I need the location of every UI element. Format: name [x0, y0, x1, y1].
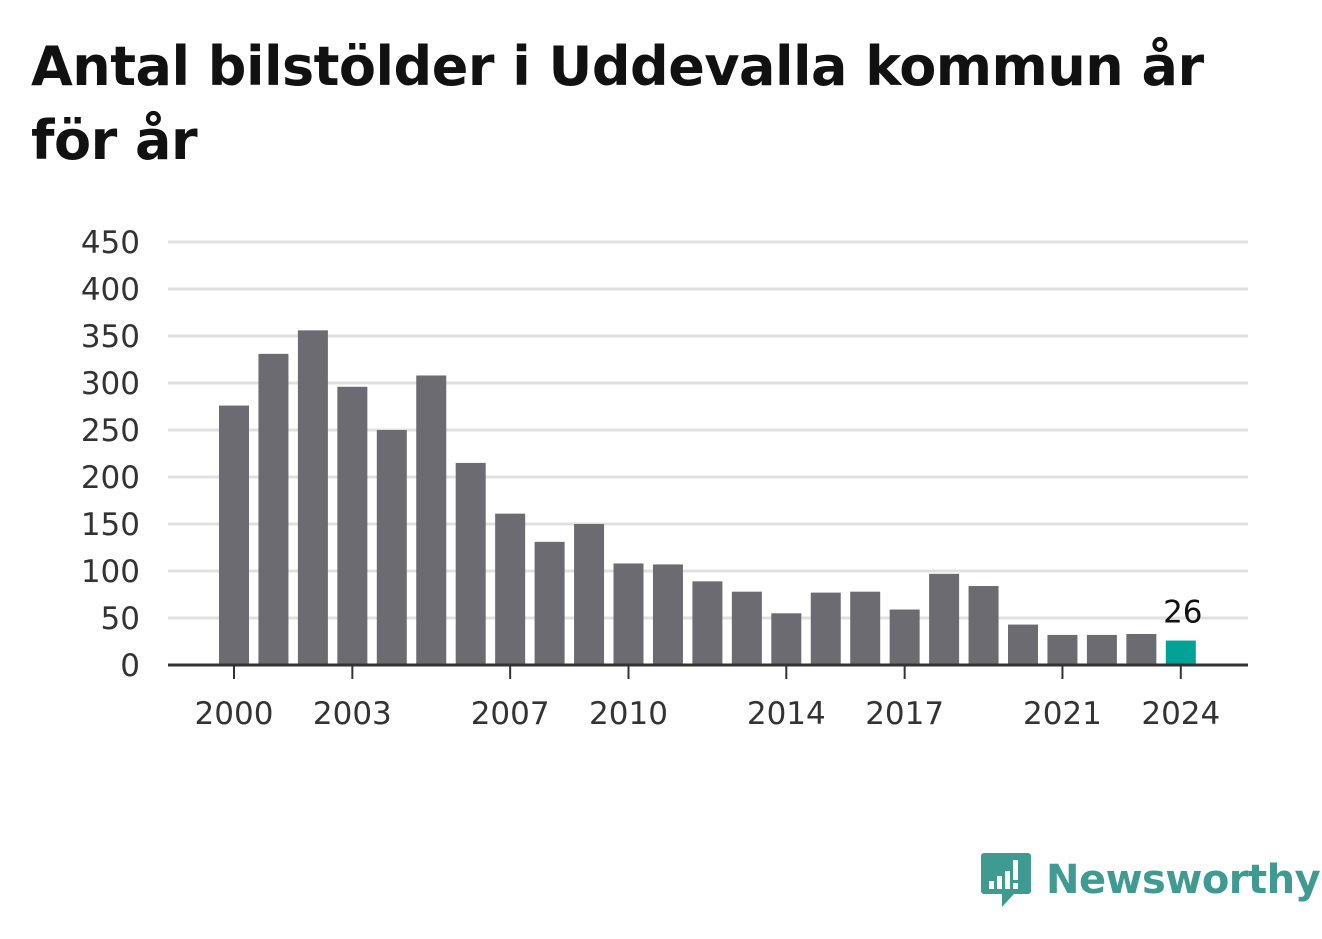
bar-2021 [1047, 634, 1078, 665]
bar-2019 [968, 586, 999, 665]
y-axis-ticks: 0 50 100 150 200 250 300 350 400 450 [81, 225, 140, 684]
bar-2018 [929, 573, 960, 665]
bar-2013 [731, 591, 762, 665]
bar-2005 [416, 375, 447, 665]
y-tick-label: 450 [81, 225, 140, 261]
bar-2009 [574, 524, 605, 665]
bar-2004 [376, 430, 407, 665]
y-tick-label: 300 [81, 366, 140, 402]
x-tick-label: 2003 [313, 696, 392, 732]
bar-2000 [219, 405, 249, 665]
bar-2024 [1165, 640, 1196, 665]
y-tick-label: 50 [101, 601, 140, 637]
bar-2002 [297, 330, 328, 665]
newsworthy-logo-icon [981, 853, 1031, 907]
y-tick-label: 200 [81, 460, 140, 496]
grid-lines [168, 240, 1248, 620]
x-tick-label: 2007 [471, 696, 550, 732]
bar-2001 [258, 353, 289, 665]
bar-2014 [771, 613, 802, 665]
y-tick-label: 400 [81, 272, 140, 308]
x-tick-label: 2000 [195, 696, 274, 732]
data-label-2024: 26 [1163, 595, 1202, 631]
bar-2008 [534, 541, 565, 665]
bar-2011 [652, 564, 683, 665]
x-tick-label: 2024 [1141, 696, 1220, 732]
x-tick-label: 2021 [1023, 696, 1102, 732]
bar-2003 [337, 386, 368, 665]
bar-2022 [1086, 634, 1117, 665]
bar-2010 [613, 563, 644, 665]
bar-2007 [495, 513, 526, 665]
x-tick-label: 2010 [589, 696, 668, 732]
brand-logo: Newsworthy [980, 850, 1321, 910]
bar-2016 [850, 591, 881, 665]
bar-2012 [692, 581, 723, 665]
bars [219, 330, 1196, 665]
data-labels: 26 [1163, 595, 1202, 631]
bar-2023 [1126, 633, 1157, 665]
y-tick-label: 350 [81, 319, 140, 355]
x-tick-label: 2014 [747, 696, 826, 732]
brand-name: Newsworthy [1046, 857, 1321, 903]
chart-title: Antal bilstölder i Uddevalla kommun år f… [31, 35, 1204, 172]
bar-2006 [455, 462, 486, 665]
y-tick-label: 0 [120, 648, 140, 684]
bar-2017 [889, 609, 920, 665]
bar-2015 [810, 592, 841, 665]
y-tick-label: 150 [81, 507, 140, 543]
y-tick-label: 250 [81, 413, 140, 449]
bar-2020 [1008, 624, 1038, 665]
x-tick-label: 2017 [865, 696, 944, 732]
x-axis-ticks: 2000 2003 2007 2010 2014 2017 2021 2024 [195, 665, 1220, 732]
y-tick-label: 100 [81, 554, 140, 590]
